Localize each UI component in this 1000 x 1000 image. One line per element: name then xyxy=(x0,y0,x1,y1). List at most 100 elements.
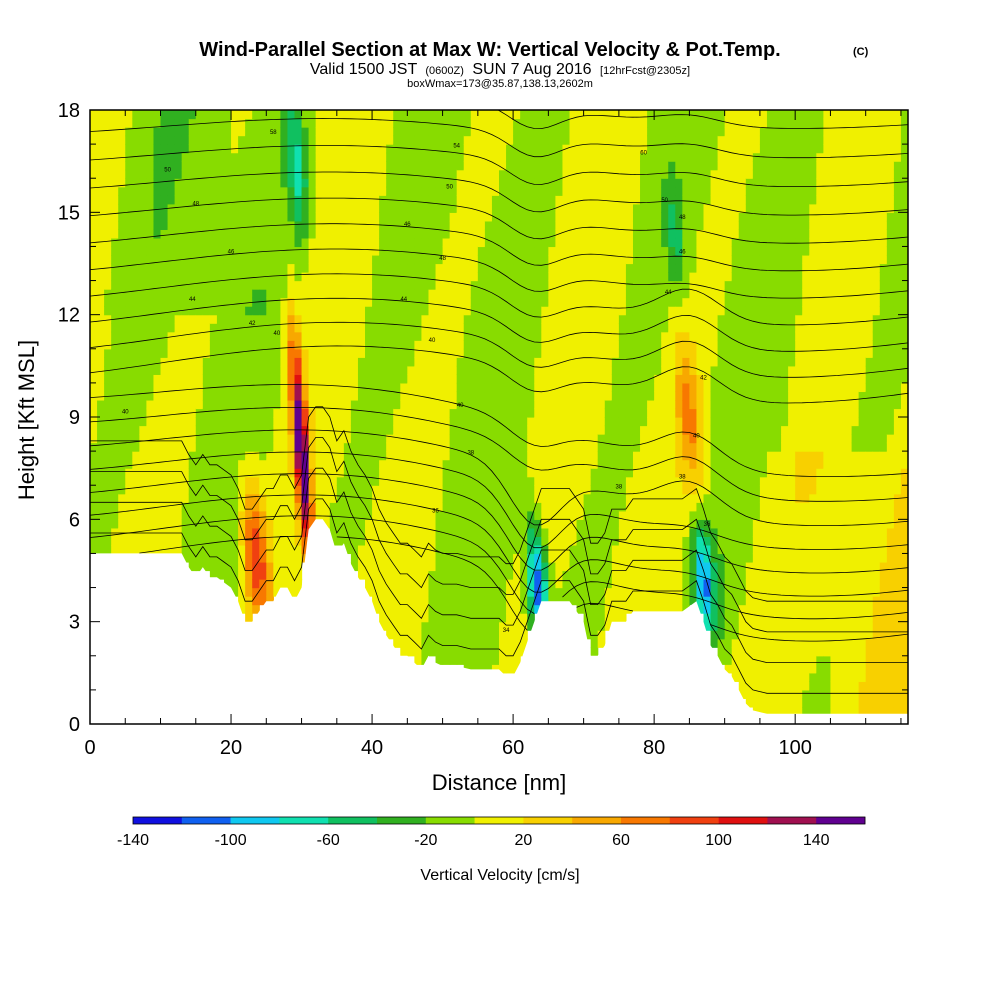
velocity-cell xyxy=(520,434,528,444)
velocity-cell xyxy=(160,186,169,196)
velocity-cell xyxy=(654,510,662,520)
velocity-cell xyxy=(442,135,451,145)
velocity-cell xyxy=(252,195,260,205)
velocity-cell xyxy=(590,621,599,631)
velocity-cell xyxy=(414,323,423,333)
velocity-cell xyxy=(350,237,359,248)
velocity-cell xyxy=(315,289,324,299)
velocity-cell xyxy=(132,365,140,375)
velocity-cell xyxy=(181,144,190,154)
velocity-cell xyxy=(618,365,627,375)
velocity-cell xyxy=(245,476,253,486)
velocity-cell xyxy=(682,442,690,452)
velocity-cell xyxy=(174,459,183,469)
velocity-cell xyxy=(315,357,324,367)
velocity-cell xyxy=(590,527,599,537)
velocity-cell xyxy=(477,519,486,529)
velocity-cell xyxy=(682,220,690,230)
velocity-cell xyxy=(280,203,289,213)
velocity-cell xyxy=(104,289,112,299)
velocity-cell xyxy=(661,340,669,350)
velocity-cell xyxy=(597,220,606,230)
velocity-cell xyxy=(597,237,606,248)
velocity-cell xyxy=(470,340,479,350)
velocity-cell xyxy=(463,110,472,120)
velocity-cell xyxy=(555,570,564,580)
velocity-cell xyxy=(499,289,507,299)
velocity-cell xyxy=(428,570,437,580)
velocity-cell xyxy=(365,186,373,196)
velocity-cell xyxy=(118,434,126,444)
velocity-cell xyxy=(647,434,655,444)
velocity-cell xyxy=(386,408,394,418)
velocity-cell xyxy=(668,527,676,537)
velocity-cell xyxy=(301,417,310,427)
velocity-cell xyxy=(604,246,613,256)
velocity-cell xyxy=(167,527,176,537)
velocity-cell xyxy=(287,434,296,444)
velocity-cell xyxy=(654,323,662,333)
velocity-cell xyxy=(160,220,169,230)
velocity-cell xyxy=(365,254,373,265)
velocity-cell xyxy=(435,203,444,213)
velocity-cell xyxy=(668,229,676,239)
velocity-cell xyxy=(435,161,444,171)
velocity-cell xyxy=(654,604,662,614)
velocity-cell xyxy=(442,519,451,529)
velocity-cell xyxy=(139,365,148,375)
velocity-cell xyxy=(654,382,662,393)
velocity-cell xyxy=(477,579,486,589)
velocity-cell xyxy=(231,186,239,196)
velocity-cell xyxy=(506,331,514,341)
velocity-cell xyxy=(675,340,683,350)
velocity-cell xyxy=(231,459,239,469)
velocity-cell xyxy=(491,468,500,478)
velocity-cell xyxy=(618,118,627,128)
velocity-cell xyxy=(470,272,479,282)
velocity-cell xyxy=(491,621,500,631)
velocity-cell xyxy=(477,638,486,648)
velocity-cell xyxy=(632,127,641,137)
velocity-cell xyxy=(632,203,641,213)
velocity-cell xyxy=(252,408,260,418)
velocity-cell xyxy=(372,152,380,162)
velocity-cell xyxy=(548,425,557,435)
velocity-cell xyxy=(477,195,486,205)
velocity-cell xyxy=(315,297,324,307)
velocity-cell xyxy=(611,536,620,546)
velocity-cell xyxy=(689,468,698,478)
velocity-cell xyxy=(223,203,232,213)
velocity-cell xyxy=(611,314,620,324)
velocity-cell xyxy=(195,161,204,171)
velocity-cell xyxy=(470,596,479,606)
velocity-cell xyxy=(414,502,423,512)
velocity-cell xyxy=(583,297,592,307)
velocity-cell xyxy=(534,280,542,290)
velocity-cell xyxy=(640,451,648,461)
velocity-cell xyxy=(372,365,380,375)
velocity-cell xyxy=(449,536,458,546)
velocity-cell xyxy=(428,502,437,512)
velocity-cell xyxy=(689,493,698,503)
velocity-cell xyxy=(477,630,486,640)
velocity-cell xyxy=(435,434,444,444)
velocity-cell xyxy=(266,135,274,145)
velocity-cell xyxy=(97,527,105,537)
velocity-cell xyxy=(548,527,557,537)
velocity-cell xyxy=(280,553,289,563)
velocity-cell xyxy=(513,544,521,555)
velocity-cell xyxy=(576,587,585,597)
velocity-cell xyxy=(195,399,204,410)
velocity-cell xyxy=(499,664,507,674)
velocity-cell xyxy=(421,485,430,495)
velocity-cell xyxy=(604,323,613,333)
velocity-cell xyxy=(294,306,303,316)
velocity-cell xyxy=(470,425,479,435)
velocity-cell xyxy=(393,553,401,563)
velocity-cell xyxy=(414,306,423,316)
velocity-cell xyxy=(534,374,542,384)
velocity-cell xyxy=(195,365,204,375)
velocity-cell xyxy=(273,553,281,563)
velocity-cell xyxy=(209,297,218,307)
velocity-cell xyxy=(153,374,162,384)
